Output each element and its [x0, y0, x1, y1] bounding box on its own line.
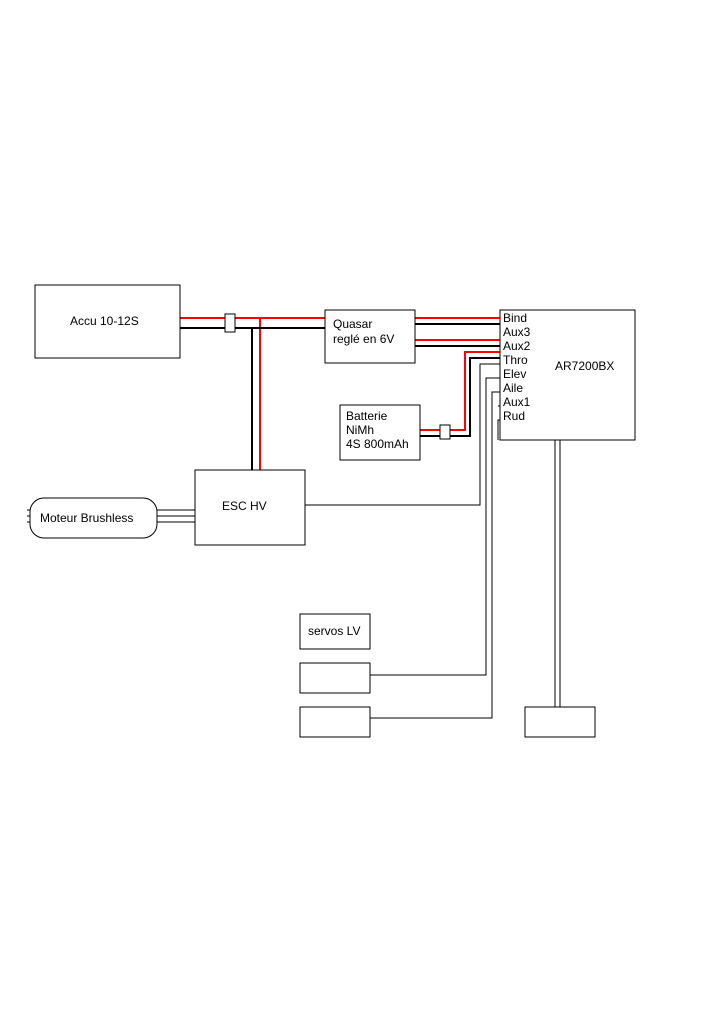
pin-aux3: Aux3: [503, 325, 531, 339]
label-accu: Accu 10-12S: [70, 314, 139, 328]
label-quasar-1: Quasar: [333, 317, 372, 331]
label-esc: ESC HV: [222, 499, 267, 513]
pin-thro: Thro: [503, 353, 528, 367]
label-batt-3: 4S 800mAh: [346, 437, 409, 451]
label-batt-2: NiMh: [346, 423, 374, 437]
wiring-diagram: Accu 10-12S Quasar reglé en 6V Batterie …: [0, 0, 724, 1024]
pin-rud: Rud: [503, 409, 525, 423]
pin-bind: Bind: [503, 311, 527, 325]
node-servo3: [525, 707, 595, 737]
label-batt-1: Batterie: [346, 409, 388, 423]
label-moteur: Moteur Brushless: [40, 511, 133, 525]
pin-aile: Aile: [503, 381, 523, 395]
pin-elev: Elev: [503, 367, 526, 381]
pin-aux1: Aux1: [503, 395, 531, 409]
receiver-name: AR7200BX: [555, 359, 614, 373]
label-servos: servos LV: [308, 624, 360, 638]
label-quasar-2: reglé en 6V: [333, 332, 394, 346]
pin-aux2: Aux2: [503, 339, 531, 353]
node-servo1: [300, 663, 370, 693]
node-servo2: [300, 707, 370, 737]
